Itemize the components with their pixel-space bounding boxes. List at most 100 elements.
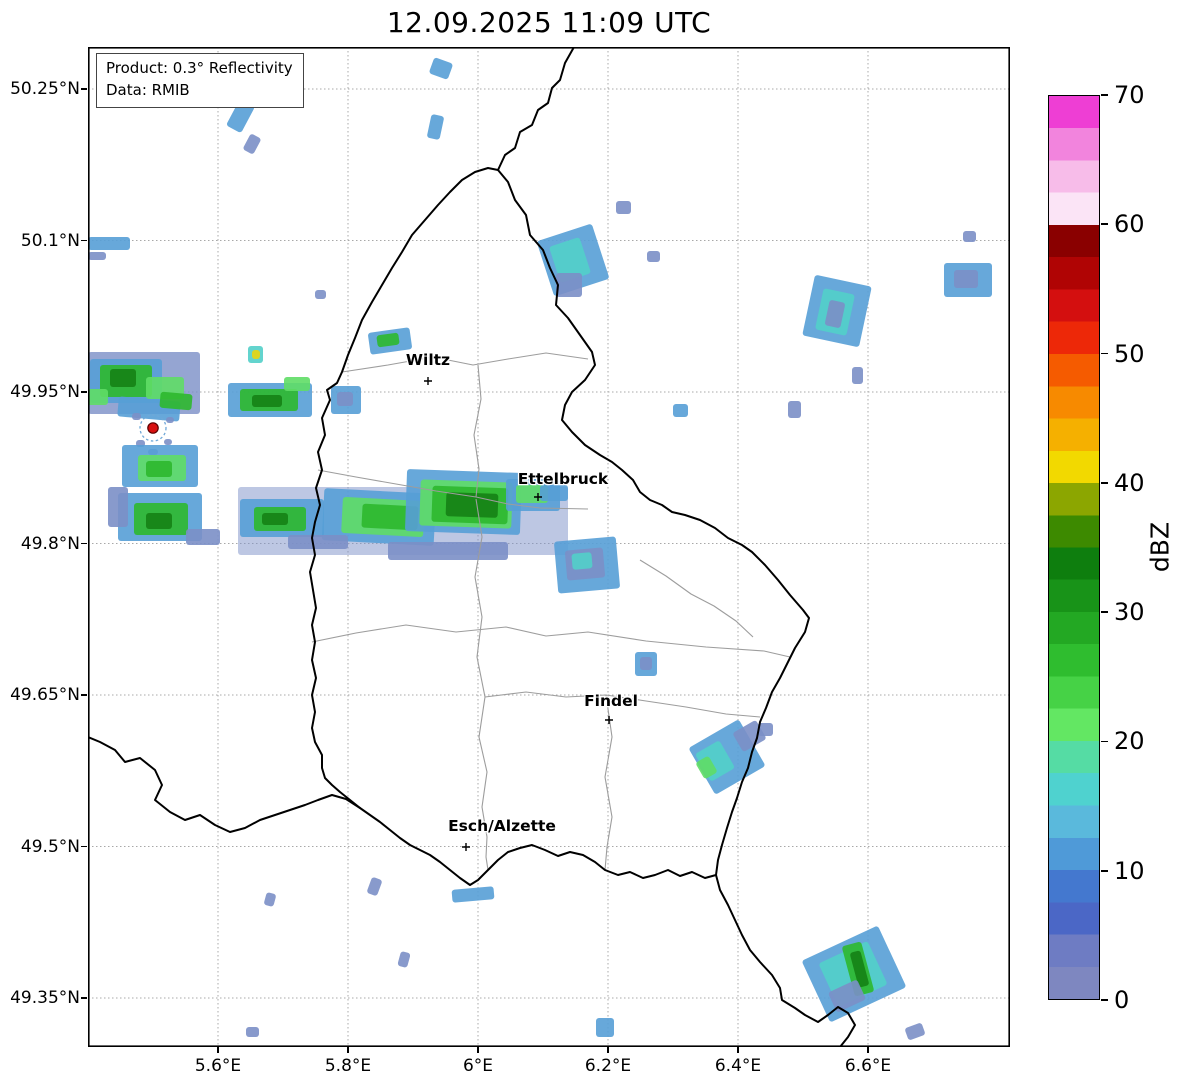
regional-border <box>311 624 791 658</box>
radar-echo-patch <box>110 369 136 387</box>
regional-borders-layer <box>311 352 791 871</box>
national-border <box>715 874 856 1047</box>
lat-tick-mark <box>81 391 87 393</box>
radar-echo-patch <box>166 417 174 423</box>
radar-echo-patch <box>264 892 276 907</box>
radar-echo-patch <box>159 391 193 411</box>
lon-tick-label: 6.4°E <box>714 1056 762 1076</box>
lat-tick-mark <box>81 997 87 999</box>
radar-echo-patch <box>243 134 261 154</box>
product-info-box: Product: 0.3° Reflectivity Data: RMIB <box>96 53 304 108</box>
radar-echo-patch <box>640 657 652 670</box>
lat-tick-mark <box>81 239 87 242</box>
lat-tick-label: 50.1°N <box>20 230 80 251</box>
colorbar: 0 10 20 30 40 50 60 70 dBZ <box>1048 81 1184 1014</box>
lat-tick-label: 49.5°N <box>20 836 80 857</box>
radar-echo-patch <box>146 461 172 477</box>
lon-tick-label: 5.6°E <box>194 1056 242 1076</box>
lon-tick-mark <box>347 1047 349 1053</box>
lon-tick-label: 6.6°E <box>844 1056 892 1076</box>
radar-echo-patch <box>361 503 419 531</box>
lat-tick-label: 49.95°N <box>10 382 80 402</box>
radar-echo-patch <box>954 270 978 288</box>
radar-echo-patch <box>673 404 688 417</box>
national-border <box>88 736 361 833</box>
map-plot: Wiltz Ettelbruck Findel Esch/Alzette Produc… <box>88 47 1010 1047</box>
radar-echo-patch <box>108 487 128 527</box>
regional-border <box>317 469 589 510</box>
national-borders-layer <box>88 47 856 1047</box>
product-info-line1: Product: 0.3° Reflectivity <box>106 59 293 77</box>
colorbar-tick-label: 20 <box>1114 727 1145 756</box>
radar-echo-patch <box>262 513 288 525</box>
echo-layer <box>88 57 992 1040</box>
radar-echo-patch <box>315 290 326 299</box>
product-info-line2: Data: RMIB <box>106 80 190 99</box>
radar-echo-patch <box>164 439 172 445</box>
regional-border <box>473 364 482 498</box>
radar-echo-patch <box>852 367 863 384</box>
radar-echo-patch <box>825 300 845 328</box>
radar-echo-patch <box>252 350 260 359</box>
radar-echo-patch <box>186 529 220 545</box>
radar-echo-patch <box>616 201 631 214</box>
colorbar-tick-label: 40 <box>1114 468 1145 497</box>
radar-echo-patch <box>556 273 582 297</box>
city-marker <box>424 377 432 385</box>
colorbar-tick-label: 50 <box>1114 339 1145 368</box>
radar-echo-patch <box>963 231 976 242</box>
lon-tick-label: 5.8°E <box>324 1056 372 1076</box>
radar-site-dot <box>147 422 159 434</box>
radar-echo-patch <box>284 377 310 391</box>
regional-border <box>639 559 754 638</box>
radar-echo-patch <box>397 951 411 968</box>
radar-echo-patch <box>132 413 141 420</box>
radar-echo-patch <box>549 237 591 283</box>
city-label: Wiltz <box>406 351 450 369</box>
radar-echo-patch <box>540 485 568 501</box>
radar-echo-patch <box>246 1027 259 1037</box>
city-label: Ettelbruck <box>518 470 609 488</box>
city-label: Esch/Alzette <box>448 817 556 835</box>
colorbar-tick-mark <box>1101 223 1108 226</box>
lon-tick-mark <box>607 1047 609 1053</box>
regional-border <box>341 352 589 373</box>
city-marker <box>534 493 542 501</box>
radar-echo-patch <box>647 251 660 262</box>
colorbar-tick-mark <box>1101 611 1108 613</box>
radar-echo-patch <box>596 1018 614 1037</box>
radar-echo-patch <box>252 395 282 407</box>
lat-tick-label: 49.65°N <box>10 685 80 705</box>
national-border <box>497 47 575 171</box>
lat-tick-mark <box>81 694 87 696</box>
radar-echo-patch <box>696 756 717 779</box>
map-frame <box>88 47 1010 1047</box>
radar-echo-patch <box>451 886 495 903</box>
city-label: Findel <box>584 692 638 710</box>
colorbar-tick-mark <box>1101 999 1108 1001</box>
radar-echo-patch <box>733 720 766 752</box>
colorbar-tick-label: 0 <box>1114 986 1130 1014</box>
lat-tick-mark <box>81 88 87 90</box>
colorbar-tick-mark <box>1101 740 1108 743</box>
radar-echo-patch <box>88 389 108 405</box>
regional-border <box>484 691 761 718</box>
radar-echo-patch <box>758 723 773 736</box>
lon-tick-label: 6°E <box>462 1056 494 1076</box>
radar-echo-patch <box>227 99 254 133</box>
regional-border <box>604 694 613 871</box>
radar-echo-patch <box>146 513 172 529</box>
lat-tick-mark <box>81 542 87 545</box>
lat-tick-mark <box>81 845 87 848</box>
city-marker <box>462 843 470 851</box>
radar-echo-patch <box>388 542 508 560</box>
radar-echo-patch <box>788 401 801 418</box>
colorbar-unit-label: dBZ <box>1145 521 1175 573</box>
radar-echo-patch <box>88 252 106 260</box>
colorbar-tick-label: 10 <box>1114 856 1145 885</box>
lon-tick-mark <box>737 1047 739 1053</box>
lat-tick-label: 49.35°N <box>10 988 80 1008</box>
colorbar-tick-label: 60 <box>1114 210 1145 239</box>
colorbar-tick-mark <box>1101 352 1108 355</box>
